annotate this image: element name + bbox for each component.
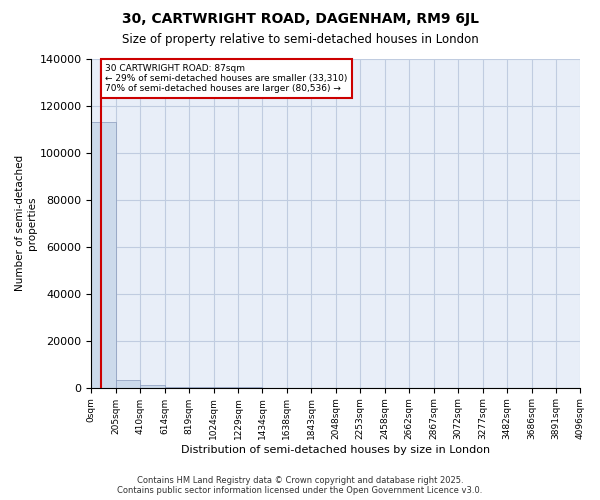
Bar	[140, 386, 164, 388]
Bar	[91, 122, 116, 388]
Text: Contains HM Land Registry data © Crown copyright and database right 2025.
Contai: Contains HM Land Registry data © Crown c…	[118, 476, 482, 495]
Bar	[164, 386, 189, 388]
Bar	[116, 380, 140, 388]
Text: 30, CARTWRIGHT ROAD, DAGENHAM, RM9 6JL: 30, CARTWRIGHT ROAD, DAGENHAM, RM9 6JL	[121, 12, 479, 26]
Y-axis label: Number of semi-detached
properties: Number of semi-detached properties	[15, 155, 37, 292]
X-axis label: Distribution of semi-detached houses by size in London: Distribution of semi-detached houses by …	[181, 445, 490, 455]
Text: 30 CARTWRIGHT ROAD: 87sqm
← 29% of semi-detached houses are smaller (33,310)
70%: 30 CARTWRIGHT ROAD: 87sqm ← 29% of semi-…	[105, 64, 347, 94]
Text: Size of property relative to semi-detached houses in London: Size of property relative to semi-detach…	[122, 32, 478, 46]
